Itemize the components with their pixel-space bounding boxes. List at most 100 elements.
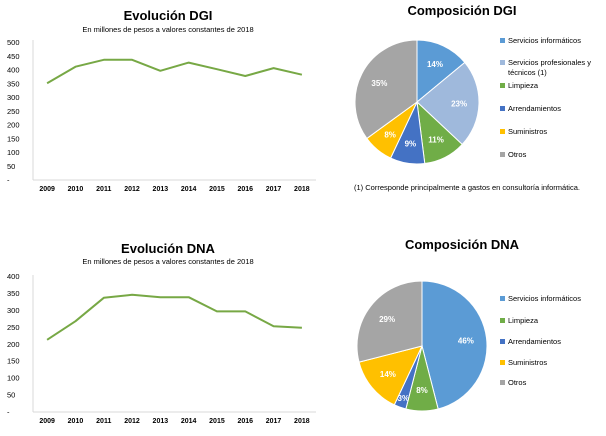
dna-y-tick-label: 50: [7, 391, 15, 400]
dna-y-tick-label: 400: [7, 272, 20, 281]
dgi-legend-swatch: [500, 60, 505, 65]
dgi-legend-label: Limpieza: [508, 81, 539, 90]
dna-series-line: [46, 293, 302, 341]
dna-y-tick-label: 300: [7, 306, 20, 315]
dgi-pie-pct-label: 8%: [384, 131, 396, 140]
dna-legend-swatch: [500, 339, 505, 344]
dna-line-subtitle: En millones de pesos a valores constante…: [82, 257, 253, 266]
dgi-y-tick-label: 450: [7, 52, 20, 61]
dna-x-tick-label: 2015: [209, 418, 225, 425]
dna-pie-chart: Composición DNA 46% 8% 3% 14% 29% Servicios …: [356, 237, 581, 412]
dna-x-tick-label: 2012: [124, 418, 140, 425]
dna-pie-pct-label: 14%: [380, 370, 396, 379]
dna-legend-label: Otros: [508, 378, 527, 387]
dna-legend-swatch: [500, 380, 505, 385]
dgi-pie-labels: 14% 23% 11% 9% 8% 35%: [371, 60, 467, 149]
dna-legend-swatch: [500, 360, 505, 365]
dgi-x-ticks: 2009 2010 2011 2012 2013 2014 2015 2016 2017 2018: [39, 186, 309, 193]
dna-legend-label: Arrendamientos: [508, 337, 561, 346]
dgi-y-tick-label: 500: [7, 38, 20, 47]
dgi-legend-label: Suministros: [508, 127, 547, 136]
dgi-legend-label: Arrendamientos: [508, 104, 561, 113]
dgi-x-tick-label: 2010: [68, 186, 84, 193]
dgi-pie-pct-label: 14%: [427, 60, 443, 69]
dgi-pie-slices: [354, 39, 480, 165]
dgi-pie-pct-label: 9%: [405, 140, 417, 149]
dna-x-tick-label: 2013: [153, 418, 169, 425]
dna-x-tick-label: 2014: [181, 418, 197, 425]
dna-x-ticks: 2009 2010 2011 2012 2013 2014 2015 2016 2017 2018: [39, 418, 309, 425]
dgi-y-tick-label: 400: [7, 66, 20, 75]
dgi-y-ticks: - 50 100 150 200 250 300 350 400 450 500: [7, 38, 20, 185]
dna-pie-pct-label: 8%: [416, 386, 428, 395]
dna-legend-label: Suministros: [508, 358, 547, 367]
dgi-legend-swatch: [500, 38, 505, 43]
dna-legend: Servicios informáticos Limpieza Arrendamie…: [500, 294, 581, 387]
dgi-legend-swatch: [500, 106, 505, 111]
dna-line-chart: Evolución DNA En millones de pesos a val…: [7, 241, 316, 425]
dgi-x-tick-label: 2018: [294, 186, 310, 193]
dgi-x-tick-label: 2015: [209, 186, 225, 193]
dgi-y-tick-label: 250: [7, 107, 20, 116]
dgi-line-subtitle: En millones de pesos a valores constante…: [82, 25, 253, 34]
dgi-legend-label: Servicios informáticos: [508, 36, 581, 45]
dgi-x-tick-label: 2017: [266, 186, 282, 193]
dgi-pie-pct-label: 23%: [451, 99, 467, 108]
dgi-series-line: [46, 58, 303, 85]
dna-pie-title: Composición DNA: [405, 237, 520, 252]
dna-pie-pct-label: 3%: [398, 394, 410, 403]
dna-x-tick-label: 2010: [68, 418, 84, 425]
dna-y-tick-label: 350: [7, 289, 20, 298]
dgi-legend-swatch: [500, 152, 505, 157]
dna-x-tick-label: 2009: [39, 418, 55, 425]
dna-x-tick-label: 2018: [294, 418, 310, 425]
dna-x-tick-label: 2016: [237, 418, 253, 425]
dgi-pie-slice: [416, 61, 480, 146]
dna-y-tick-label: 100: [7, 374, 20, 383]
dgi-pie-chart: Composición DGI 14% 23% 11% 9% 8% 35% Servici…: [354, 3, 591, 192]
dna-pie-slice: [358, 345, 423, 406]
dgi-x-tick-label: 2011: [96, 186, 111, 193]
dgi-line-chart: Evolución DGI En millones de pesos a val…: [7, 8, 316, 193]
dgi-y-tick-label: 200: [7, 121, 20, 130]
dna-legend-swatch: [500, 296, 505, 301]
dna-pie-pct-label: 46%: [458, 337, 474, 346]
dna-pie-labels: 46% 8% 3% 14% 29%: [379, 315, 474, 403]
dgi-pie-slice: [416, 39, 466, 104]
dna-y-tick-label: 200: [7, 340, 20, 349]
dgi-y-tick-label: 100: [7, 148, 20, 157]
dna-legend-label: Servicios informáticos: [508, 294, 581, 303]
dgi-pie-title: Composición DGI: [407, 3, 516, 18]
dna-y-ticks: - 50 100 150 200 250 300 350 400: [7, 272, 20, 417]
dgi-x-tick-label: 2012: [124, 186, 140, 193]
dna-pie-slice: [421, 280, 488, 410]
dna-legend-swatch: [500, 318, 505, 323]
dna-y-tick-label: 150: [7, 357, 20, 366]
dgi-x-tick-label: 2013: [153, 186, 169, 193]
dgi-y-tick-label: 350: [7, 79, 20, 88]
dgi-legend-swatch: [500, 129, 505, 134]
dna-pie-slices: [356, 280, 488, 412]
dgi-legend-label: Servicios profesionales y técnicos (1): [508, 58, 591, 77]
dna-pie-pct-label: 29%: [379, 315, 395, 324]
dgi-pie-slice: [354, 39, 418, 140]
dgi-x-tick-label: 2009: [39, 186, 55, 193]
dna-x-tick-label: 2017: [266, 418, 282, 425]
dgi-legend-label: Otros: [508, 150, 527, 159]
dna-y-tick-label: 250: [7, 323, 20, 332]
dgi-y-tick-label: -: [7, 176, 10, 185]
dgi-y-tick-label: 50: [7, 162, 15, 171]
dgi-pie-pct-label: 35%: [371, 79, 387, 88]
dgi-x-tick-label: 2014: [181, 186, 197, 193]
dgi-x-tick-label: 2016: [237, 186, 253, 193]
dgi-line-title: Evolución DGI: [124, 8, 213, 23]
dgi-footnote: (1) Corresponde principalmente a gastos …: [354, 183, 580, 192]
dgi-pie-pct-label: 11%: [428, 136, 444, 145]
dna-x-tick-label: 2011: [96, 418, 111, 425]
dgi-y-tick-label: 300: [7, 93, 20, 102]
dgi-legend: Servicios informáticos Servicios profesio…: [500, 36, 591, 159]
dgi-y-tick-label: 150: [7, 134, 20, 143]
dna-legend-label: Limpieza: [508, 316, 539, 325]
dgi-legend-swatch: [500, 83, 505, 88]
